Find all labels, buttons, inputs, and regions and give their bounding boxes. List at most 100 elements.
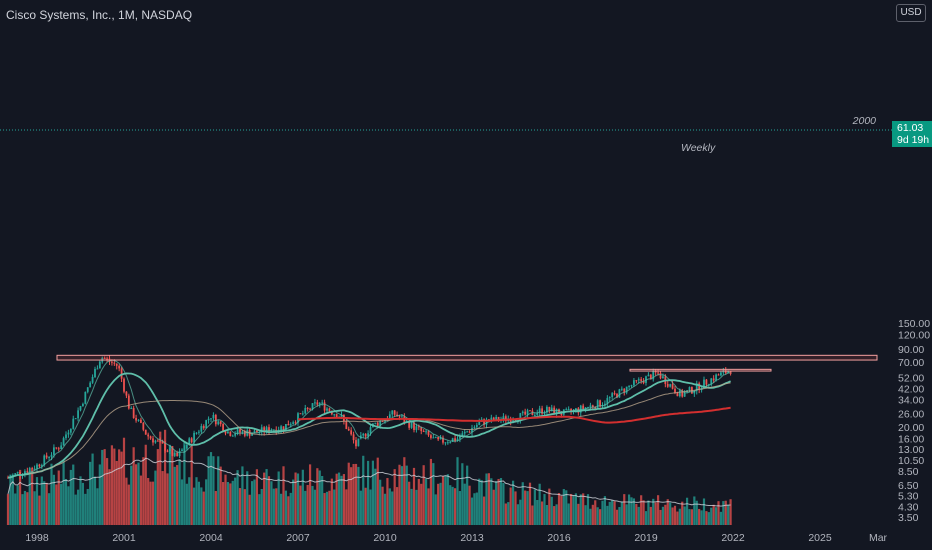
candle-body xyxy=(521,411,524,414)
candle-body xyxy=(74,418,77,420)
candle-body xyxy=(311,403,314,410)
candle-body xyxy=(140,419,142,423)
candle-body xyxy=(589,405,592,407)
volume-bar xyxy=(62,460,65,525)
candle-body xyxy=(502,416,505,420)
volume-bar xyxy=(359,490,362,525)
candle-body xyxy=(144,429,147,435)
volume-bar xyxy=(350,467,353,525)
candle-body xyxy=(260,427,263,433)
volume-bar xyxy=(661,506,665,525)
candle-body xyxy=(637,379,640,381)
volume-bar xyxy=(640,495,643,525)
candle-body xyxy=(304,408,307,414)
volume-bar xyxy=(205,479,208,525)
candle-body xyxy=(710,378,713,385)
time-tick-label: 2013 xyxy=(460,532,484,544)
volume-bar xyxy=(727,504,730,525)
volume-bar xyxy=(536,499,539,525)
currency-button[interactable]: USD xyxy=(896,4,926,22)
volume-bar xyxy=(289,492,292,525)
candle-body xyxy=(227,431,229,434)
time-tick-label: 2025 xyxy=(808,532,832,544)
time-tick-label: 2004 xyxy=(199,532,223,544)
candle-body xyxy=(662,376,664,379)
volume-bar xyxy=(611,500,614,525)
volume-bar xyxy=(690,509,694,525)
candle-body xyxy=(594,407,597,409)
volume-bar xyxy=(127,484,130,525)
volume-bar xyxy=(521,482,524,525)
candle-body xyxy=(287,423,290,426)
price-tick-label: 10.50 xyxy=(898,455,924,467)
volume-bar xyxy=(342,474,346,525)
volume-bar xyxy=(108,469,111,525)
candle-body xyxy=(188,438,191,445)
volume-bar xyxy=(603,496,607,525)
candle-body xyxy=(236,429,239,434)
candle-body xyxy=(142,422,145,430)
volume-average-line xyxy=(7,457,731,507)
candle-body xyxy=(703,379,705,389)
candle-body xyxy=(432,437,435,439)
candle-body xyxy=(413,422,415,431)
volume-bar xyxy=(463,483,466,525)
volume-bar xyxy=(623,494,626,525)
candle-body xyxy=(48,456,50,458)
volume-bar xyxy=(229,483,232,525)
candle-body xyxy=(451,438,454,442)
price-tick-label: 13.00 xyxy=(898,444,924,456)
candle-body xyxy=(137,419,140,421)
candle-body xyxy=(398,416,401,418)
candle-body xyxy=(89,382,92,388)
price-axis[interactable]: 3.504.305.306.50 8.5010.5013.0016.0020.00… xyxy=(898,318,930,524)
candle-body xyxy=(24,471,26,475)
volume-bar xyxy=(449,485,452,525)
candle-body xyxy=(205,420,208,429)
candle-body xyxy=(77,410,79,419)
candle-body xyxy=(379,420,382,426)
volume-bar xyxy=(446,474,449,525)
volume-bar xyxy=(79,476,82,525)
candle-body xyxy=(69,428,72,433)
candle-body xyxy=(485,419,488,425)
volume-bar xyxy=(137,462,140,525)
volume-bar xyxy=(490,478,493,525)
price-tick-label: 3.50 xyxy=(898,512,919,524)
volume-bar xyxy=(681,501,684,525)
volume-bar xyxy=(475,492,478,525)
volume-bar xyxy=(265,469,268,525)
chart-title: Cisco Systems, Inc., 1M, NASDAQ xyxy=(6,8,193,22)
candle-body xyxy=(678,390,681,397)
volume-bar xyxy=(35,477,39,525)
volume-bar xyxy=(149,481,152,525)
volume-bar xyxy=(130,465,133,525)
candle-body xyxy=(381,420,384,422)
volume-bar xyxy=(528,482,532,525)
time-axis[interactable]: 1998 2001 2004 2007 2010 2013 2016 2019 2022 2025… xyxy=(25,532,887,544)
candle-body xyxy=(297,413,299,423)
candle-body xyxy=(268,427,270,433)
candle-body xyxy=(36,464,38,469)
price-tick-label: 150.00 xyxy=(898,318,930,330)
candle-body xyxy=(127,395,130,409)
volume-bar xyxy=(38,495,41,525)
candle-body xyxy=(166,450,169,452)
candle-body xyxy=(524,411,527,415)
price-tick-label: 16.00 xyxy=(898,433,924,445)
volume-bar xyxy=(43,481,46,525)
volume-bar xyxy=(156,449,159,525)
candle-body xyxy=(669,384,672,387)
candle-body xyxy=(210,418,212,420)
price-tick-label: 42.00 xyxy=(898,384,924,396)
volume-bar xyxy=(161,471,164,525)
volume-bar xyxy=(173,466,176,525)
volume-bar xyxy=(168,444,172,525)
candle-body xyxy=(195,432,198,434)
volume-bar xyxy=(352,463,355,525)
candle-body xyxy=(490,417,493,422)
volume-bar xyxy=(154,470,157,525)
volume-bar xyxy=(91,453,94,525)
volume-bar xyxy=(729,499,732,525)
